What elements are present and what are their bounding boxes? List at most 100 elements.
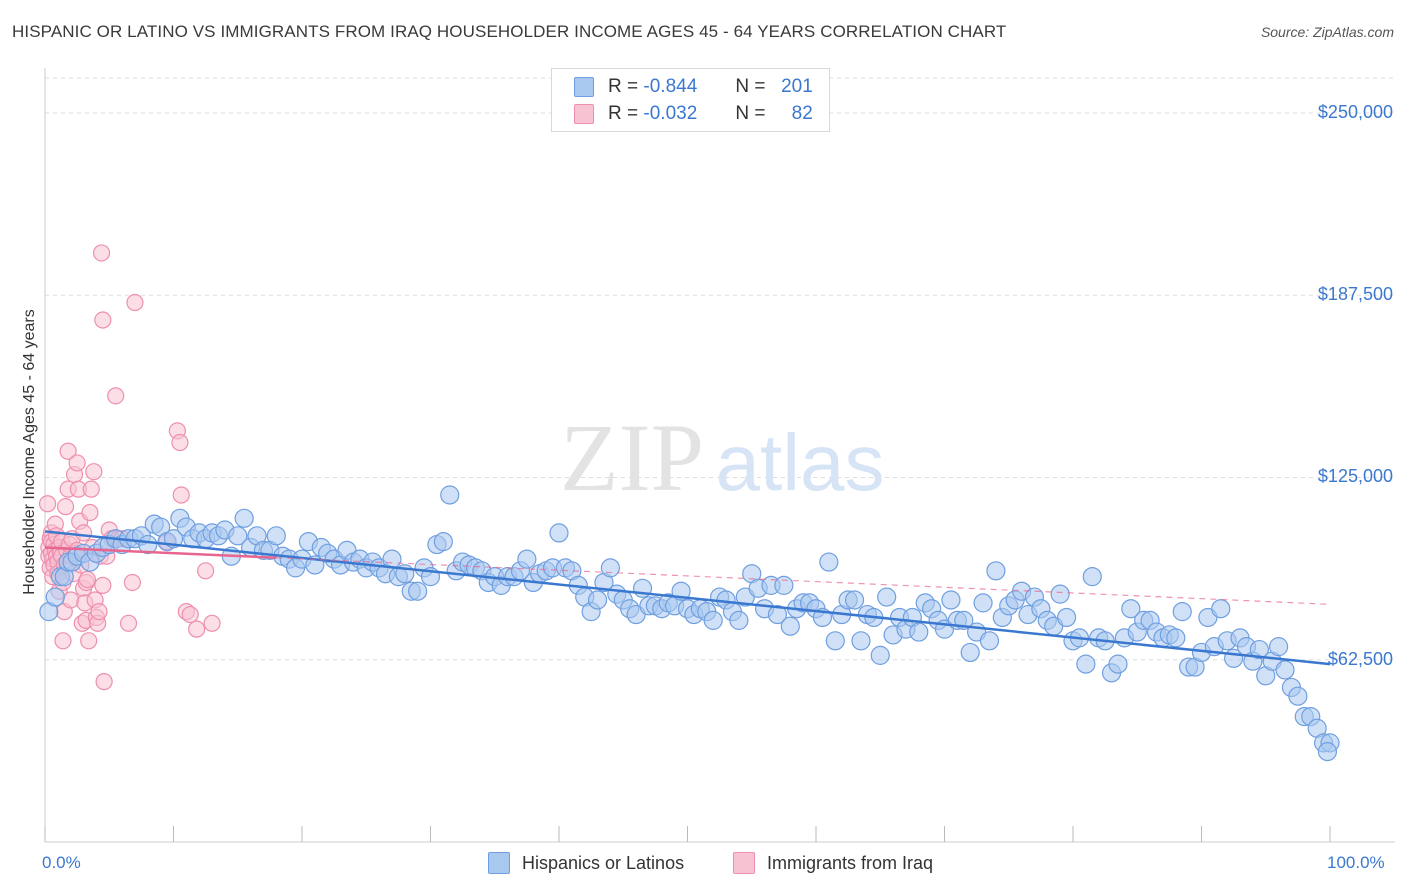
- data-point-hispanic: [979, 631, 1000, 651]
- data-point-iraq: [123, 573, 141, 592]
- data-point-hispanic: [587, 590, 608, 610]
- data-point-iraq: [95, 673, 113, 691]
- data-point-iraq: [80, 632, 98, 650]
- trend-line-hispanic: [44, 530, 1331, 666]
- legend-row-iraq: R = -0.032 N = 82: [574, 102, 813, 126]
- data-point-hispanic: [600, 558, 621, 578]
- y-tick-label: $125,000: [1317, 466, 1393, 487]
- data-point-hispanic: [1211, 599, 1231, 619]
- y-tick-label: $187,500: [1317, 284, 1393, 305]
- data-point-hispanic: [1249, 639, 1269, 660]
- data-point-hispanic: [228, 526, 248, 546]
- data-point-iraq: [92, 244, 111, 262]
- r-label: R =: [608, 76, 639, 97]
- data-point-iraq: [78, 570, 97, 589]
- n-value-hispanic: 201: [781, 76, 813, 97]
- watermark: ZIP atlas: [560, 404, 884, 511]
- data-point-hispanic: [909, 622, 929, 642]
- data-point-hispanic: [1317, 742, 1338, 762]
- data-point-iraq: [62, 591, 80, 609]
- data-point-iraq: [85, 463, 103, 481]
- data-point-iraq: [82, 480, 100, 498]
- data-point-hispanic: [1108, 654, 1128, 674]
- data-point-hispanic: [825, 631, 845, 651]
- y-tick-label: $62,500: [1327, 648, 1393, 669]
- data-point-hispanic: [819, 552, 839, 572]
- data-point-hispanic: [870, 645, 890, 665]
- data-point-hispanic: [408, 581, 428, 601]
- x-tick-label-max: 100.0%: [1327, 853, 1385, 872]
- data-point-iraq: [74, 524, 93, 542]
- data-point-iraq: [107, 387, 125, 405]
- data-point-iraq: [81, 503, 99, 522]
- trend-lines: [44, 530, 1331, 666]
- data-point-hispanic: [440, 485, 460, 505]
- r-value-iraq: -0.032: [643, 103, 698, 124]
- chart-title: HISPANIC OR LATINO VS IMMIGRANTS FROM IR…: [12, 22, 1007, 41]
- data-point-iraq: [68, 454, 86, 472]
- data-point-iraq: [181, 605, 199, 624]
- data-point-hispanic: [1121, 599, 1141, 619]
- legend-item-iraq[interactable]: Immigrants from Iraq: [733, 852, 933, 874]
- data-point-hispanic: [1288, 686, 1308, 706]
- legend-swatch-blue: [488, 852, 510, 874]
- series-iraq-points: [38, 244, 221, 691]
- data-point-iraq: [54, 632, 72, 650]
- data-point-iraq: [94, 311, 112, 329]
- data-point-iraq: [172, 486, 190, 504]
- legend-swatch-blue: [574, 77, 594, 97]
- legend-swatch-pink: [733, 852, 755, 874]
- legend-label-iraq: Immigrants from Iraq: [767, 852, 934, 873]
- data-point-hispanic: [941, 590, 961, 610]
- n-value-iraq: 82: [791, 103, 813, 124]
- data-point-hispanic: [986, 561, 1006, 581]
- data-point-hispanic: [780, 616, 800, 636]
- legend-label-hispanic: Hispanics or Latinos: [522, 852, 685, 873]
- data-point-hispanic: [1172, 602, 1192, 622]
- legend-swatch-pink: [574, 104, 594, 124]
- data-point-hispanic: [266, 526, 286, 546]
- y-axis-label: Householder Income Ages 45 - 64 years: [21, 309, 38, 595]
- data-point-iraq: [188, 620, 206, 638]
- data-point-hispanic: [1076, 654, 1096, 674]
- n-label: N =: [735, 103, 766, 124]
- data-point-hispanic: [1056, 607, 1077, 628]
- watermark-zip: ZIP: [560, 404, 704, 511]
- legend-row-hispanic: R = -0.844 N = 201: [574, 75, 813, 99]
- data-point-hispanic: [1082, 567, 1102, 587]
- n-label: N =: [735, 76, 766, 97]
- data-point-iraq: [171, 433, 189, 452]
- data-point-hispanic: [433, 532, 453, 552]
- data-point-iraq: [126, 293, 144, 312]
- axes: [44, 68, 1395, 843]
- grid-lines: [45, 77, 1395, 661]
- data-point-hispanic: [960, 642, 980, 663]
- source-label: Source: ZipAtlas.com: [1260, 24, 1394, 40]
- x-tick-label-min: 0.0%: [42, 853, 81, 872]
- series-hispanic-points: [39, 485, 1340, 762]
- data-point-hispanic: [877, 587, 897, 607]
- data-point-hispanic: [517, 549, 537, 569]
- data-point-iraq: [203, 614, 221, 632]
- data-point-hispanic: [549, 523, 569, 543]
- data-point-hispanic: [774, 575, 794, 595]
- legend-item-hispanic[interactable]: Hispanics or Latinos: [488, 852, 684, 874]
- trend-line-iraq: [44, 546, 277, 559]
- data-point-hispanic: [138, 534, 158, 555]
- data-point-hispanic: [234, 508, 254, 528]
- data-point-iraq: [94, 576, 112, 594]
- data-point-hispanic: [844, 590, 865, 610]
- data-point-hispanic: [703, 610, 723, 630]
- watermark-atlas: atlas: [716, 418, 885, 507]
- r-value-hispanic: -0.844: [643, 76, 698, 97]
- data-point-hispanic: [1268, 637, 1289, 657]
- data-point-iraq: [90, 603, 108, 621]
- data-point-hispanic: [1275, 660, 1295, 680]
- y-tick-label: $250,000: [1317, 101, 1393, 122]
- data-point-hispanic: [729, 610, 749, 630]
- data-point-iraq: [38, 495, 57, 513]
- data-point-hispanic: [1050, 584, 1070, 604]
- data-point-hispanic: [767, 604, 788, 625]
- data-point-iraq: [56, 498, 75, 516]
